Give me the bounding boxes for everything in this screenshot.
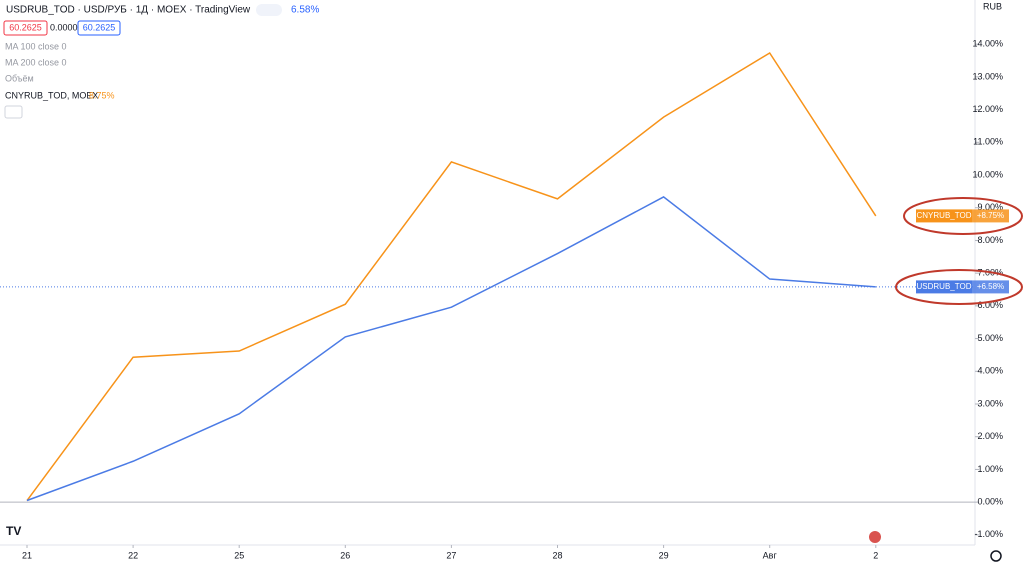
price-label-name-text: USDRUB_TOD (917, 282, 972, 291)
x-tick-label: 28 (552, 550, 562, 560)
x-tick-label: 22 (128, 550, 138, 560)
y-tick-label: 10.00% (972, 169, 1003, 179)
flag-icon (869, 531, 881, 543)
y-tick-label: 9.00% (977, 202, 1003, 212)
symbol-title: USDRUB_TOD · USD/РУБ · 1Д · MOEX · Tradi… (6, 5, 251, 16)
compare-symbol: CNYRUB_TOD, MOEX (5, 90, 98, 100)
y-tick-label: 11.00% (973, 137, 1003, 147)
bid-box (3, 20, 48, 36)
annotation-ellipse (903, 197, 1023, 235)
collapse-button[interactable] (4, 105, 23, 119)
y-tick-label: 12.00% (972, 104, 1003, 114)
series-line (26, 51, 877, 501)
x-tick-label: 27 (446, 550, 456, 560)
price-label-value (972, 209, 1009, 223)
y-tick-label: 13.00% (972, 71, 1003, 81)
currency: RUB (983, 1, 1002, 11)
ask: 60.2625 (83, 22, 116, 32)
indicator[interactable]: MA 200 close 0 (5, 57, 67, 67)
indicator[interactable]: MA 100 close 0 (5, 41, 67, 51)
header-change: 6.58% (291, 5, 319, 16)
price-label-value-text: +8.75% (977, 211, 1004, 220)
y-tick-label: 14.00% (972, 39, 1003, 49)
y-tick-label: 0.00% (977, 497, 1003, 507)
y-tick-label: 6.00% (977, 300, 1003, 310)
y-tick-label: 2.00% (977, 431, 1003, 441)
x-tick-label: 21 (22, 550, 32, 560)
price-label-name (916, 280, 972, 294)
y-tick-label: 8.00% (977, 235, 1003, 245)
price-label-name (916, 209, 972, 223)
x-tick-label: 29 (659, 550, 669, 560)
x-tick-label: 2 (873, 550, 878, 560)
x-tick-label: 25 (234, 550, 244, 560)
bid: 60.2625 (9, 22, 42, 32)
series-line (26, 196, 876, 502)
y-tick-label: 5.00% (977, 333, 1003, 343)
indicator[interactable]: Объём (5, 73, 34, 83)
y-tick-label: -1.00% (974, 529, 1003, 539)
y-tick-label: 1.00% (977, 464, 1003, 474)
logo: TV (6, 524, 21, 538)
spread: 0.0000 (50, 22, 78, 32)
y-tick-label: 3.00% (977, 398, 1003, 408)
ask-box (77, 20, 121, 36)
x-tick-label: 26 (340, 550, 350, 560)
price-label-name-text: CNYRUB_TOD (917, 211, 972, 220)
annotation-ellipse (895, 269, 1023, 305)
settings-icon[interactable] (990, 550, 1002, 562)
x-tick-label: Авг (763, 550, 778, 560)
price-label-value (972, 280, 1009, 294)
y-tick-label: 4.00% (977, 366, 1003, 376)
price-label-value-text: +6.58% (977, 282, 1004, 291)
compare-change: 8.75% (89, 90, 115, 100)
toggle-button[interactable] (256, 4, 282, 16)
